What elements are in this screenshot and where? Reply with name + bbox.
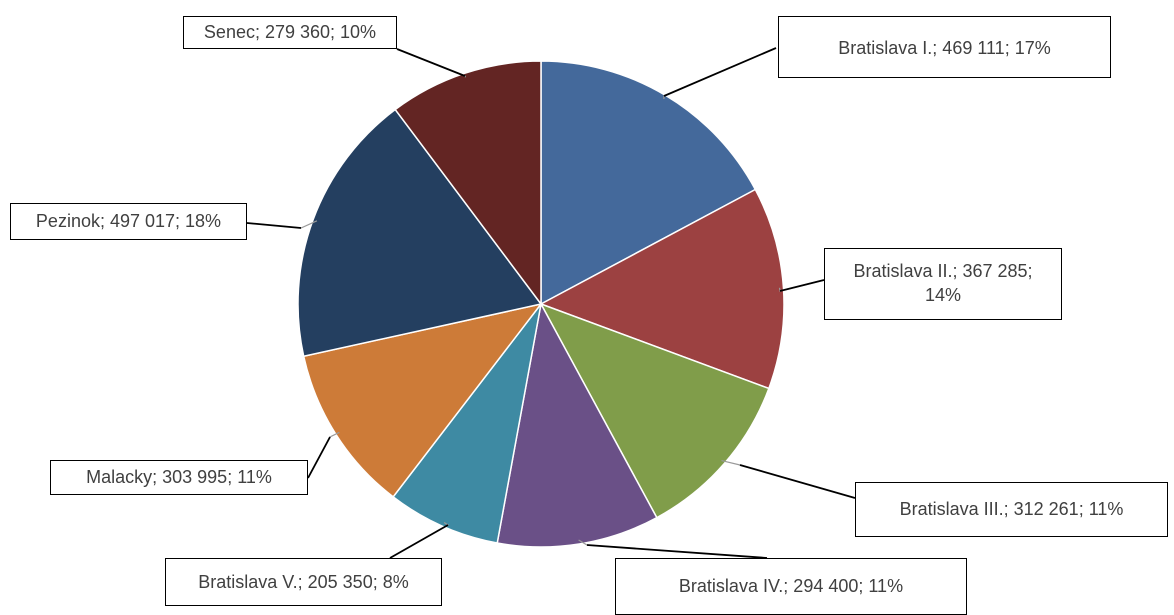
leader-line-callout-bratislava-i	[663, 47, 777, 97]
pie-slice-bratislava-v	[392, 303, 542, 544]
leader-line-callout-malacky	[307, 436, 331, 479]
slice-label-bratislava-iv: Bratislava IV.; 294 400; 11%	[615, 558, 967, 615]
pie-slice-senec	[394, 60, 542, 307]
pie-slice-bratislava-ii	[539, 188, 785, 390]
slice-label-senec: Senec; 279 360; 10%	[183, 16, 397, 49]
leader-line-callout-bratislava-v	[389, 524, 449, 559]
slice-label-bratislava-iii: Bratislava III.; 312 261; 11%	[855, 482, 1168, 537]
pie-slice-bratislava-iii	[539, 302, 770, 519]
leader-line-callout-bratislava-iv	[586, 544, 768, 559]
pie-slice-bratislava-iv	[496, 301, 658, 548]
slice-label-pezinok: Pezinok; 497 017; 18%	[10, 203, 247, 240]
slice-label-bratislava-i: Bratislava I.; 469 111; 17%	[778, 16, 1111, 78]
leader-line-callout-bratislava-ii	[779, 279, 825, 292]
leader-line-callout-bratislava-iii	[739, 464, 856, 499]
slice-label-malacky: Malacky; 303 995; 11%	[50, 460, 308, 495]
slice-label-bratislava-v: Bratislava V.; 205 350; 8%	[165, 558, 442, 606]
leader-line-callout-senec	[396, 48, 466, 77]
leader-lines	[246, 47, 856, 559]
pie-slices	[297, 60, 785, 548]
leader-line-malacky	[307, 431, 340, 479]
slice-label-bratislava-ii: Bratislava II.; 367 285; 14%	[824, 248, 1062, 320]
leader-line-callout-pezinok	[246, 222, 302, 229]
pie-slice-pezinok	[297, 108, 543, 358]
